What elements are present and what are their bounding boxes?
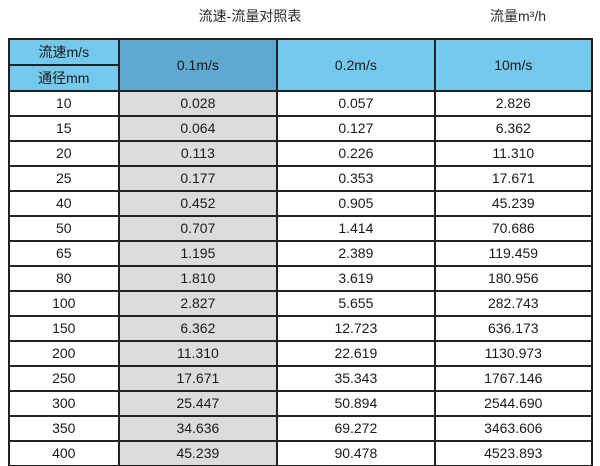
value-cell: 0.028 [117,90,279,117]
table-row: 50 0.707 1.414 70.686 [8,215,594,242]
table-row: 100 2.827 5.655 282.743 [8,290,594,317]
value-cell: 17.671 [433,165,594,192]
value-cell: 70.686 [433,215,594,242]
table-row: 80 1.810 3.619 180.956 [8,265,594,292]
value-cell: 0.127 [276,115,436,142]
value-cell: 636.173 [433,315,594,342]
corner-velocity-label: 流速m/s [8,38,120,66]
value-cell: 45.239 [433,190,594,217]
value-cell: 6.362 [117,315,279,342]
value-cell: 2.826 [433,90,594,117]
page: 流速-流量对照表 流量m³/h 流速m/s 0.1m/s 0.2m/s 10m/… [0,6,600,466]
table-row: 400 45.239 90.478 4523.893 [8,440,594,466]
diameter-cell: 350 [8,415,120,442]
header-row-velocity: 流速m/s 0.1m/s 0.2m/s 10m/s [8,38,594,92]
value-cell: 0.353 [276,165,436,192]
value-cell: 0.057 [276,90,436,117]
value-cell: 69.272 [276,415,436,442]
value-cell: 45.239 [117,440,279,466]
value-cell: 0.226 [276,140,436,167]
value-cell: 90.478 [276,440,436,466]
diameter-cell: 25 [8,165,120,192]
diameter-cell: 40 [8,190,120,217]
table-row: 15 0.064 0.127 6.362 [8,115,594,142]
value-cell: 2544.690 [433,390,594,417]
diameter-cell: 65 [8,240,120,267]
value-cell: 5.655 [276,290,436,317]
table-row: 150 6.362 12.723 636.173 [8,315,594,342]
value-cell: 119.459 [433,240,594,267]
header-row-diameter: 通径mm [8,64,592,92]
diameter-cell: 300 [8,390,120,417]
value-cell: 11.310 [117,340,279,367]
diameter-cell: 50 [8,215,120,242]
table-row: 40 0.452 0.905 45.239 [8,190,594,217]
value-cell: 0.177 [117,165,279,192]
value-cell: 180.956 [433,265,594,292]
value-cell: 0.452 [117,190,279,217]
diameter-cell: 250 [8,365,120,392]
value-cell: 3.619 [276,265,436,292]
diameter-cell: 150 [8,315,120,342]
value-cell: 22.619 [276,340,436,367]
diameter-cell: 20 [8,140,120,167]
value-cell: 4523.893 [433,440,594,466]
value-cell: 2.389 [276,240,436,267]
flow-unit-label: 流量m³/h [490,8,546,24]
value-cell: 25.447 [117,390,279,417]
value-cell: 0.905 [276,190,436,217]
table-row: 350 34.636 69.272 3463.606 [8,415,594,442]
diameter-cell: 10 [8,90,120,117]
value-cell: 35.343 [276,365,436,392]
table-row: 300 25.447 50.894 2544.690 [8,390,594,417]
value-cell: 1.810 [117,265,279,292]
diameter-cell: 15 [8,115,120,142]
table-row: 250 17.671 35.343 1767.146 [8,365,594,392]
table-row: 20 0.113 0.226 11.310 [8,140,594,167]
value-cell: 0.707 [117,215,279,242]
value-cell: 34.636 [117,415,279,442]
value-cell: 3463.606 [433,415,594,442]
table-body: 10 0.028 0.057 2.826 15 0.064 0.127 6.36… [8,90,594,466]
diameter-cell: 400 [8,440,120,466]
diameter-cell: 200 [8,340,120,367]
value-cell: 0.064 [117,115,279,142]
flow-rate-table: 流速m/s 0.1m/s 0.2m/s 10m/s 通径mm 10 0.028 … [8,38,594,466]
column-header-10ms: 10m/s [433,38,594,92]
value-cell: 50.894 [276,390,436,417]
value-cell: 1130.973 [433,340,594,367]
value-cell: 1.414 [276,215,436,242]
table-row: 10 0.028 0.057 2.826 [8,90,594,117]
value-cell: 17.671 [117,365,279,392]
value-cell: 0.113 [117,140,279,167]
corner-diameter-label: 通径mm [8,64,120,92]
value-cell: 6.362 [433,115,594,142]
diameter-cell: 80 [8,265,120,292]
caption-row: 流速-流量对照表 流量m³/h [0,6,600,32]
column-header-0.2ms: 0.2m/s [276,38,436,92]
column-header-0.1ms: 0.1m/s [117,38,279,92]
table-header: 流速m/s 0.1m/s 0.2m/s 10m/s 通径mm [8,38,594,92]
value-cell: 11.310 [433,140,594,167]
value-cell: 1767.146 [433,365,594,392]
table-row: 65 1.195 2.389 119.459 [8,240,594,267]
value-cell: 1.195 [117,240,279,267]
value-cell: 282.743 [433,290,594,317]
table-row: 200 11.310 22.619 1130.973 [8,340,594,367]
table-title: 流速-流量对照表 [198,8,302,24]
diameter-cell: 100 [8,290,120,317]
value-cell: 12.723 [276,315,436,342]
value-cell: 2.827 [117,290,279,317]
table-row: 25 0.177 0.353 17.671 [8,165,594,192]
